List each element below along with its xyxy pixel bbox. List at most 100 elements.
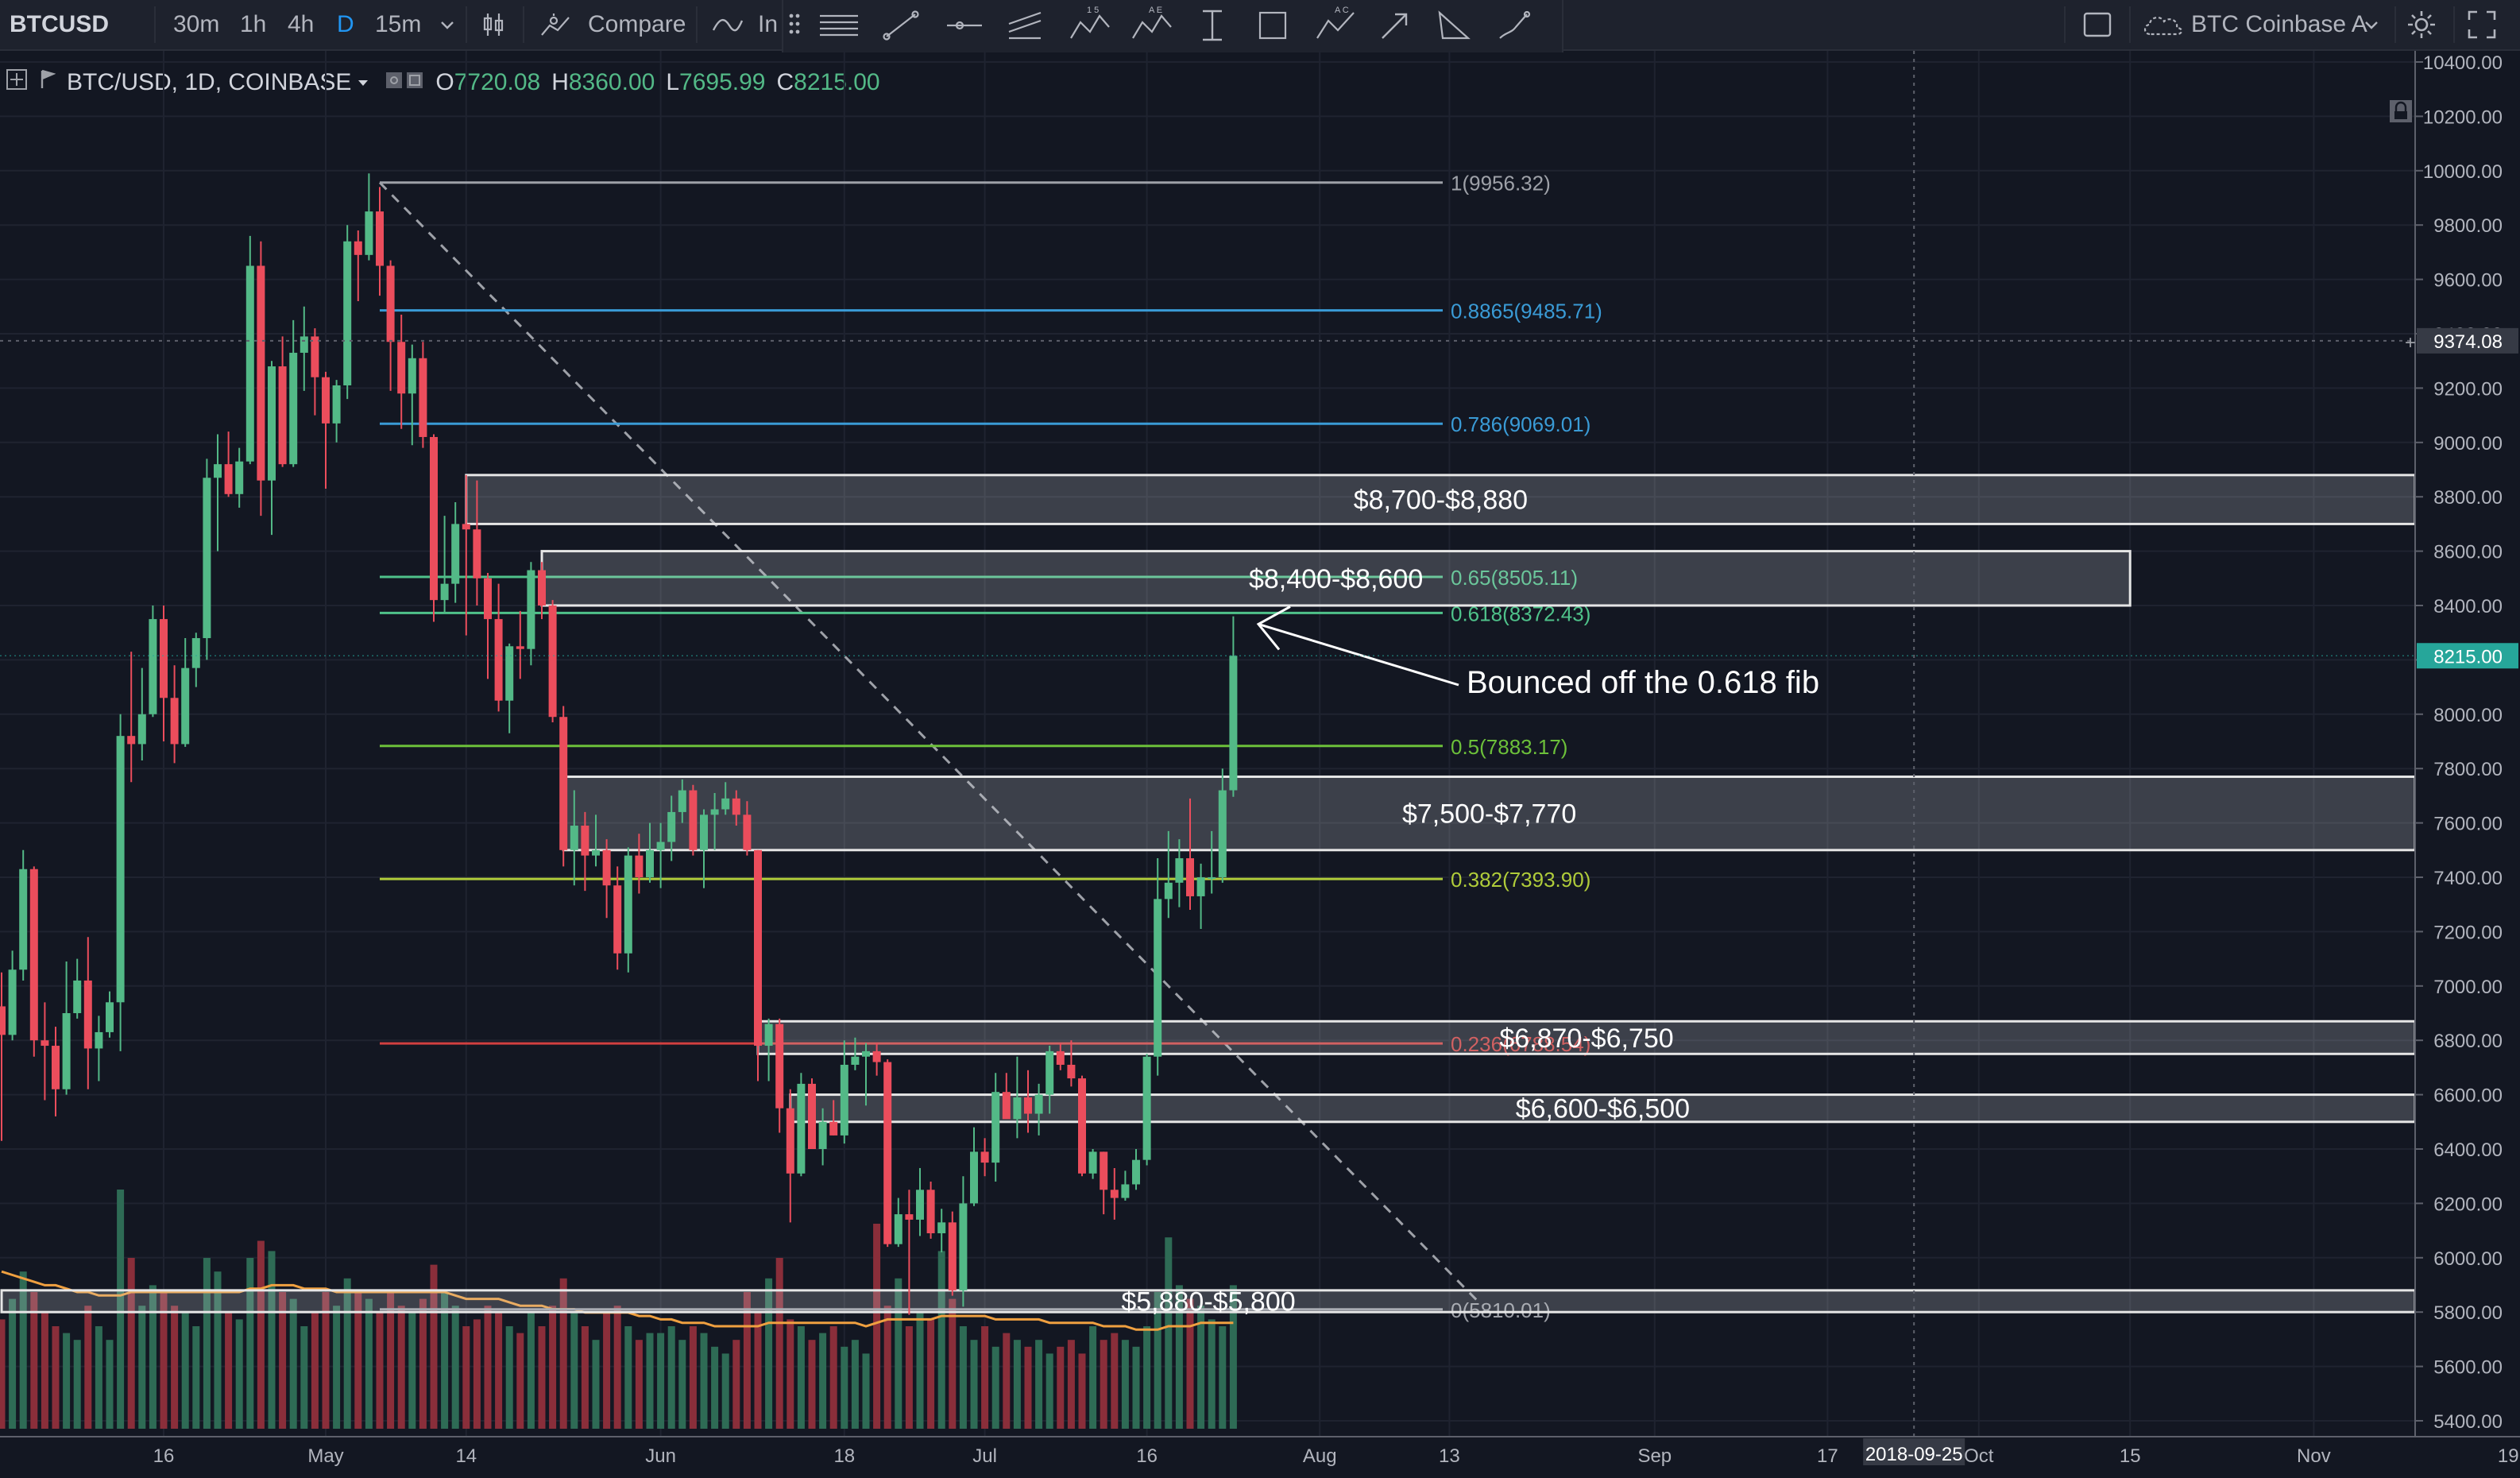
time-tick-label: Nov <box>2297 1445 2331 1467</box>
volume-bar <box>1089 1326 1097 1429</box>
candle-body <box>365 211 373 255</box>
legend-title[interactable]: BTC/USD, 1D, COINBASE <box>67 69 352 95</box>
volume-bar <box>937 1251 945 1429</box>
volume-bar <box>451 1306 459 1429</box>
rectangle-icon[interactable] <box>1255 8 1290 49</box>
time-tick-label: 15 <box>2120 1445 2141 1467</box>
candle-body <box>440 583 449 601</box>
volume-bar <box>419 1298 427 1429</box>
volume-bar <box>333 1306 341 1429</box>
triangle-icon[interactable] <box>1435 8 1473 49</box>
volume-bar <box>689 1326 697 1429</box>
channel-icon[interactable] <box>1006 10 1044 48</box>
candles-icon[interactable] <box>480 0 507 49</box>
elliott-icon[interactable]: A E <box>1130 3 1174 51</box>
interval-15m-button[interactable]: 15m <box>375 11 422 37</box>
candle-body <box>419 358 427 437</box>
horizontal-lines-icon[interactable] <box>817 10 861 48</box>
volume-bar <box>570 1312 578 1429</box>
candle-body <box>797 1083 806 1174</box>
volume-bar <box>1078 1353 1086 1429</box>
caret-down-icon[interactable] <box>356 69 370 96</box>
volume-bar <box>829 1326 837 1429</box>
price-axis[interactable]: 10400.0010200.0010000.009800.009600.0094… <box>2414 51 2520 1437</box>
volume-bar <box>592 1340 600 1429</box>
compare-icon[interactable] <box>540 0 578 49</box>
toolbar-divider <box>2064 6 2066 43</box>
volume-bar <box>1035 1340 1043 1429</box>
trend-line-icon[interactable] <box>882 10 920 48</box>
volume-bar <box>1013 1340 1021 1429</box>
annotation[interactable]: Bounced off the 0.618 fib <box>1256 606 1819 700</box>
volume-bar <box>41 1312 48 1429</box>
checkbox-icon[interactable] <box>2081 0 2113 49</box>
abcd-icon[interactable]: A C <box>1314 3 1359 51</box>
candle-body <box>462 524 470 530</box>
exchange-selector[interactable]: BTC Coinbase A <box>2191 11 2367 37</box>
fullscreen-icon[interactable] <box>2466 0 2498 49</box>
interval-30m-button[interactable]: 30m <box>173 11 220 37</box>
pattern-icon[interactable]: 1 5 <box>1068 3 1112 51</box>
price-tick-label: 5600.00 <box>2433 1357 2503 1379</box>
horizontal-ray-icon[interactable] <box>945 10 984 48</box>
fib-retracement[interactable]: 1(9956.32) 0.8865(9485.71) 0.786(9069.01) 0… <box>380 172 1602 1322</box>
volume-bar <box>322 1292 330 1429</box>
candle-body <box>41 1040 49 1047</box>
candle-body <box>95 1031 103 1049</box>
cursor-text-icon[interactable] <box>1196 8 1228 49</box>
candle-body <box>0 1006 6 1035</box>
price-zone-label: $5,880-$5,800 <box>1121 1287 1295 1317</box>
arrow-icon[interactable] <box>1378 8 1413 49</box>
toolbar-divider <box>2129 6 2131 43</box>
candle-body <box>289 352 298 465</box>
indicators-button[interactable]: In <box>758 11 779 37</box>
candle-body <box>808 1083 816 1149</box>
interval-1h-button[interactable]: 1h <box>240 11 267 37</box>
interval-d-button[interactable]: D <box>337 11 354 37</box>
compare-button[interactable]: Compare <box>588 11 686 37</box>
settings-icon[interactable] <box>2406 0 2437 49</box>
legend-high-value: 8360.00 <box>568 69 655 95</box>
toolbar-divider <box>466 6 467 43</box>
candle-body <box>278 366 287 465</box>
annotation-arrow-head <box>1256 606 1291 651</box>
candle-body <box>883 1062 892 1244</box>
chevron-down-icon[interactable] <box>2363 0 2380 49</box>
volume-bar <box>225 1312 233 1429</box>
volume-bar <box>354 1292 362 1429</box>
price-axis-lock-icon[interactable] <box>2390 100 2412 122</box>
price-chart[interactable]: 1(9956.32) 0.8865(9485.71) 0.786(9069.01) 0… <box>0 51 2520 1478</box>
volume-bar <box>160 1292 168 1429</box>
volume-bar <box>106 1340 114 1429</box>
candle-body <box>1045 1050 1054 1095</box>
price-tick-label: 5400.00 <box>2433 1411 2503 1433</box>
candle-body <box>592 849 600 856</box>
time-axis[interactable]: 16 May 14 Jun 18 Jul 16 Aug 13 Sep 17 Oct 15 Nov 19 <box>0 1436 2520 1478</box>
support-resistance-zones[interactable]: $8,700-$8,880 $8,400-$8,600 $7,500-$7,770 $… <box>0 474 2417 1317</box>
eye-icon[interactable] <box>386 69 424 96</box>
cloud-icon[interactable] <box>2140 0 2185 49</box>
candle-body <box>8 969 17 1035</box>
candle-body <box>862 1050 870 1057</box>
volume-bar <box>895 1278 902 1429</box>
fib-level-label: 0.382(7393.90) <box>1451 868 1590 892</box>
volume-bar <box>441 1292 449 1429</box>
indicators-icon[interactable] <box>712 0 744 49</box>
legend-toggle-icon[interactable] <box>5 68 29 98</box>
candle-body <box>732 798 740 815</box>
brush-icon[interactable] <box>1495 8 1533 49</box>
volume-bar <box>1186 1298 1194 1429</box>
fib-trend-line[interactable] <box>378 181 1483 1306</box>
symbol-flag-icon <box>40 69 56 96</box>
price-tick-label: 7200.00 <box>2433 922 2503 943</box>
candle-body <box>224 464 233 494</box>
volume-bar <box>365 1298 373 1429</box>
interval-4h-button[interactable]: 4h <box>288 11 315 37</box>
price-tick-label: 8800.00 <box>2433 487 2503 509</box>
volume-bars <box>0 1190 1237 1429</box>
candle-body <box>29 869 38 1041</box>
drag-handle-icon[interactable] <box>788 11 801 44</box>
price-tick-label: 8600.00 <box>2433 542 2503 563</box>
symbol-search[interactable]: BTCUSD <box>10 11 109 37</box>
chevron-down-icon[interactable] <box>439 0 456 49</box>
